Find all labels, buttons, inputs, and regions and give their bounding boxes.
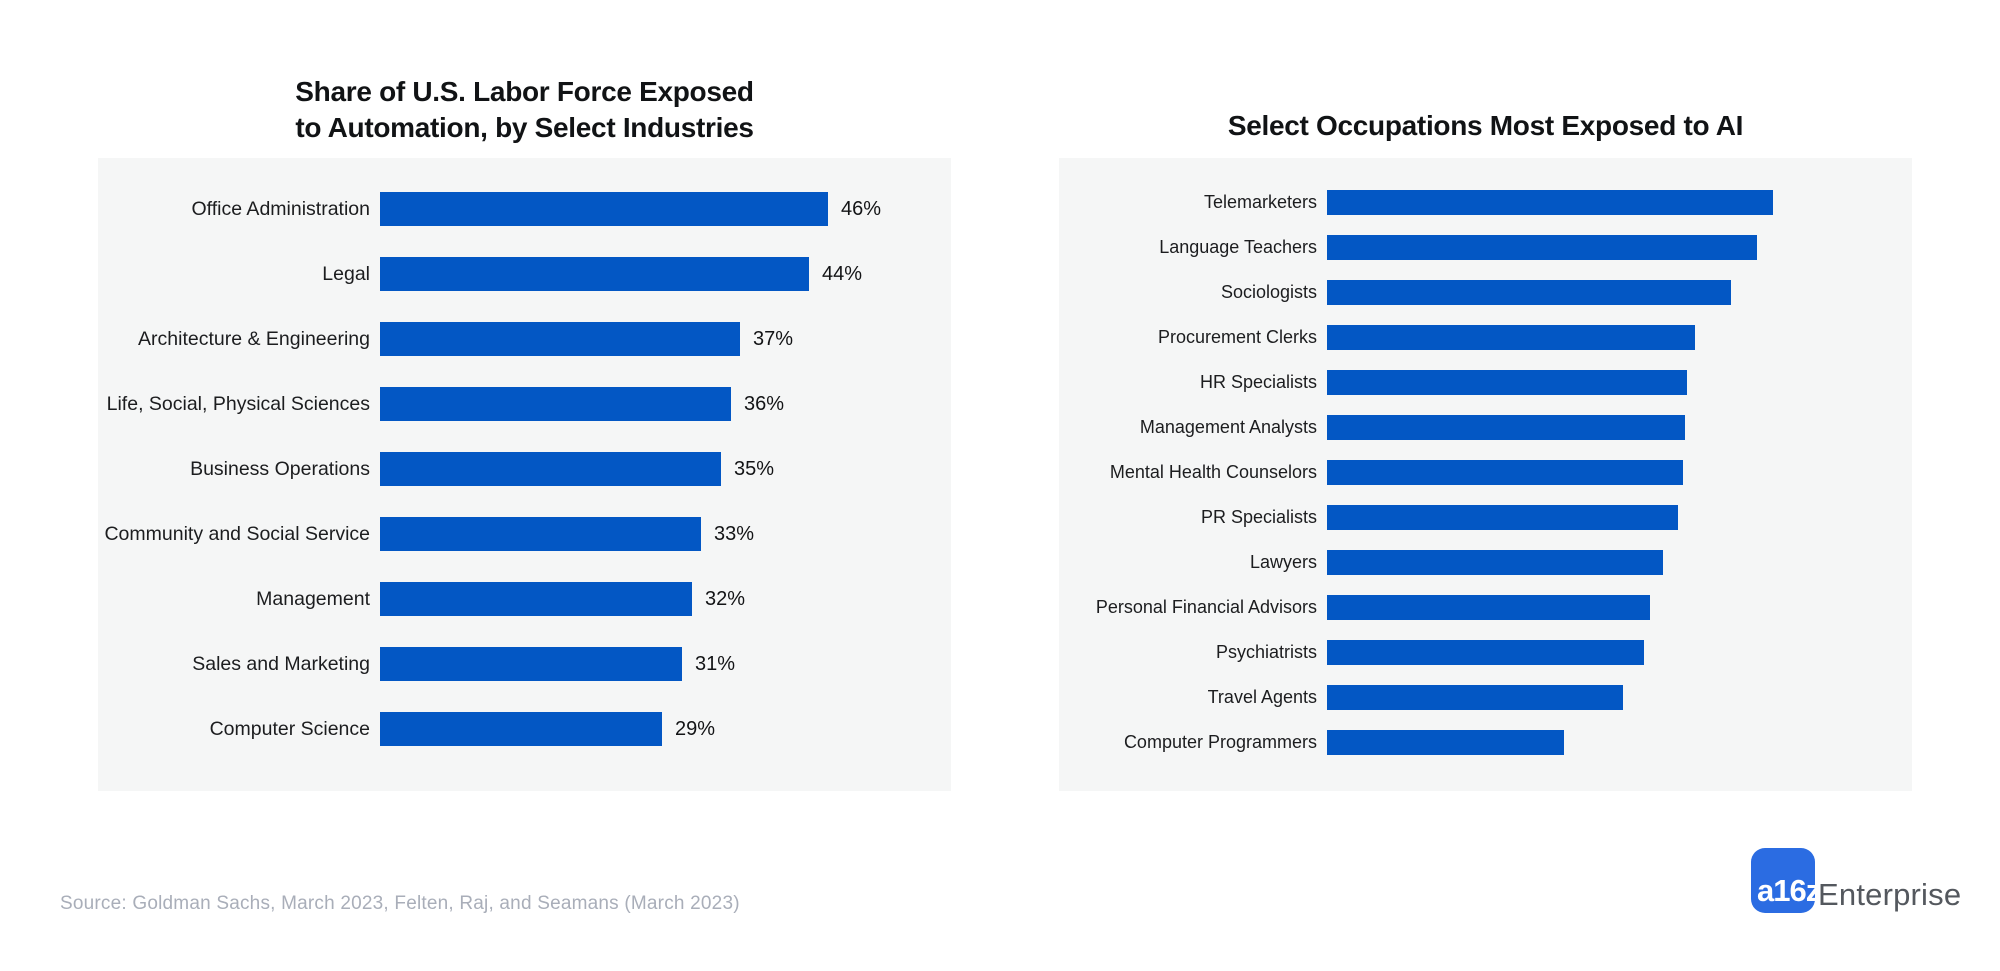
category-label: Language Teachers <box>1159 237 1317 257</box>
a16z-logo-mark: a16z <box>1751 848 1821 913</box>
category-label: Procurement Clerks <box>1157 327 1317 347</box>
value-label: 31% <box>695 652 736 675</box>
category-label: Architecture & Engineering <box>138 327 370 350</box>
bar-row: HR Specialists <box>1059 370 1912 395</box>
bar <box>380 647 682 681</box>
bar-row: Procurement Clerks <box>1059 325 1912 350</box>
bar <box>1327 595 1650 620</box>
bar-row: PR Specialists <box>1059 505 1912 530</box>
bar <box>1327 730 1564 755</box>
a16z-logo-text: a16z <box>1757 873 1821 908</box>
bar <box>1327 550 1663 575</box>
bar-row: Psychiatrists <box>1059 640 1912 665</box>
bar <box>380 517 701 551</box>
bar <box>1327 190 1773 215</box>
bar <box>380 452 721 486</box>
category-label: Travel Agents <box>1207 687 1317 707</box>
bar <box>1327 685 1623 710</box>
category-label: Computer Science <box>209 717 370 740</box>
bar <box>380 582 692 616</box>
bar-row: Personal Financial Advisors <box>1059 595 1912 620</box>
bar <box>1327 280 1731 305</box>
right-chart-title: Select Occupations Most Exposed to AI <box>1227 110 1744 141</box>
bar <box>1327 505 1678 530</box>
left-chart-title: Share of U.S. Labor Force Exposed to Aut… <box>295 76 754 143</box>
category-label: Computer Programmers <box>1123 732 1317 752</box>
bar-row: Business Operations 35% <box>98 452 951 486</box>
bar-row: Sociologists <box>1059 280 1912 305</box>
value-label: 36% <box>744 392 785 415</box>
bar <box>1327 370 1687 395</box>
bar <box>1327 460 1683 485</box>
value-label: 44% <box>822 262 863 285</box>
bar <box>380 712 662 746</box>
bar-row: Management Analysts <box>1059 415 1912 440</box>
bar-row: Community and Social Service 33% <box>98 517 951 551</box>
bar-row: Sales and Marketing 31% <box>98 647 951 681</box>
category-label: HR Specialists <box>1199 372 1317 392</box>
category-label: Personal Financial Advisors <box>1095 597 1317 617</box>
bar <box>380 322 740 356</box>
occupation-chart-panel: Telemarketers Language Teachers Sociologis… <box>1059 158 1912 791</box>
value-label: 33% <box>714 522 755 545</box>
category-label: Lawyers <box>1249 552 1317 572</box>
value-label: 29% <box>675 717 716 740</box>
category-label: Legal <box>322 262 370 285</box>
value-label: 37% <box>753 327 794 350</box>
bar <box>380 387 731 421</box>
category-label: Sociologists <box>1220 282 1317 302</box>
bar-row: Mental Health Counselors <box>1059 460 1912 485</box>
bar <box>1327 640 1644 665</box>
bar-row: Management 32% <box>98 582 951 616</box>
bar <box>1327 415 1685 440</box>
a16z-enterprise-logo: a16z Enterprise <box>1751 848 1961 918</box>
industry-chart-rows: Office Administration 46% Legal 44% Architec… <box>98 158 951 777</box>
bar-row: Travel Agents <box>1059 685 1912 710</box>
category-label: Psychiatrists <box>1215 642 1317 662</box>
category-label: Life, Social, Physical Sciences <box>106 392 370 415</box>
category-label: Business Operations <box>190 457 370 480</box>
bar-row: Computer Science 29% <box>98 712 951 746</box>
bar <box>380 192 828 226</box>
category-label: Management <box>256 587 370 610</box>
category-label: Community and Social Service <box>104 522 370 545</box>
value-label: 46% <box>841 197 882 220</box>
bar-row: Architecture & Engineering 37% <box>98 322 951 356</box>
bar-row: Lawyers <box>1059 550 1912 575</box>
enterprise-wordmark: Enterprise <box>1818 877 1962 912</box>
category-label: Telemarketers <box>1203 192 1317 212</box>
occupation-chart-rows: Telemarketers Language Teachers Sociologis… <box>1059 158 1912 775</box>
bar <box>1327 235 1757 260</box>
category-label: Office Administration <box>191 197 370 220</box>
bar-row: Telemarketers <box>1059 190 1912 215</box>
category-label: Mental Health Counselors <box>1109 462 1317 482</box>
industry-chart-panel: Office Administration 46% Legal 44% Architec… <box>98 158 951 791</box>
value-label: 32% <box>705 587 746 610</box>
category-label: PR Specialists <box>1200 507 1317 527</box>
bar-row: Life, Social, Physical Sciences 36% <box>98 387 951 421</box>
category-label: Management Analysts <box>1139 417 1317 437</box>
bar-row: Office Administration 46% <box>98 192 951 226</box>
bar <box>1327 325 1695 350</box>
bar-row: Legal 44% <box>98 257 951 291</box>
bar-row: Language Teachers <box>1059 235 1912 260</box>
value-label: 35% <box>734 457 775 480</box>
source-citation: Source: Goldman Sachs, March 2023, Felte… <box>60 893 740 914</box>
bar-row: Computer Programmers <box>1059 730 1912 755</box>
bar <box>380 257 809 291</box>
category-label: Sales and Marketing <box>192 652 370 675</box>
